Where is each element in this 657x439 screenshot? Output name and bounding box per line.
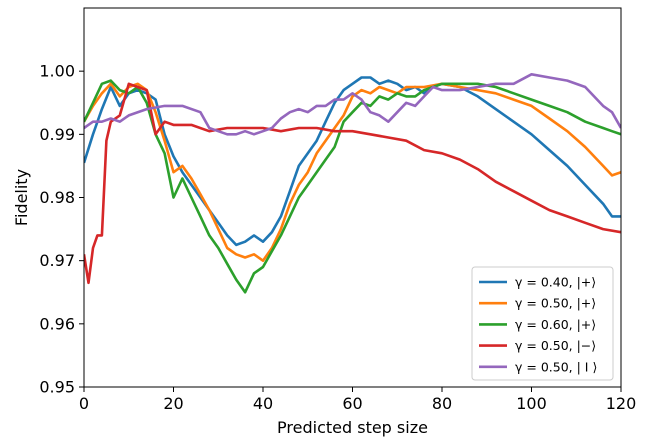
x-tick-label: 0 [79,394,89,413]
series-lines [84,73,621,294]
y-tick-label: 0.96 [39,314,75,333]
x-tick-label: 20 [163,394,183,413]
legend-box [471,266,614,381]
series-line-5 [84,73,621,136]
legend-label: γ = 0.40, |+⟩ [515,275,596,290]
x-axis-label: Predicted step size [277,418,428,437]
y-tick-label: 0.98 [39,188,75,207]
series-line-1 [84,76,621,247]
x-axis: 0 20 40 60 80 100 120 [79,387,636,413]
x-tick-label: 100 [516,394,547,413]
y-tick-label: 1.00 [39,62,75,81]
y-axis: 0.95 0.96 0.97 0.98 0.99 1.00 [39,62,84,397]
x-tick-label: 60 [342,394,362,413]
legend-label: γ = 0.60, |+⟩ [515,317,596,332]
y-tick-label: 0.95 [39,378,75,397]
y-tick-label: 0.97 [39,251,75,270]
legend-label: γ = 0.50, | I ⟩ [515,359,597,374]
y-tick-label: 0.99 [39,125,75,144]
x-tick-label: 40 [253,394,273,413]
legend: γ = 0.40, |+⟩ γ = 0.50, |+⟩ γ = 0.60, |+⟩ γ… [471,266,614,381]
legend-label: γ = 0.50, |+⟩ [515,296,596,311]
x-tick-label: 80 [432,394,452,413]
legend-label: γ = 0.50, |−⟩ [515,338,596,353]
series-line-2 [84,82,621,262]
x-tick-label: 120 [606,394,637,413]
y-axis-label: Fidelity [12,169,31,226]
